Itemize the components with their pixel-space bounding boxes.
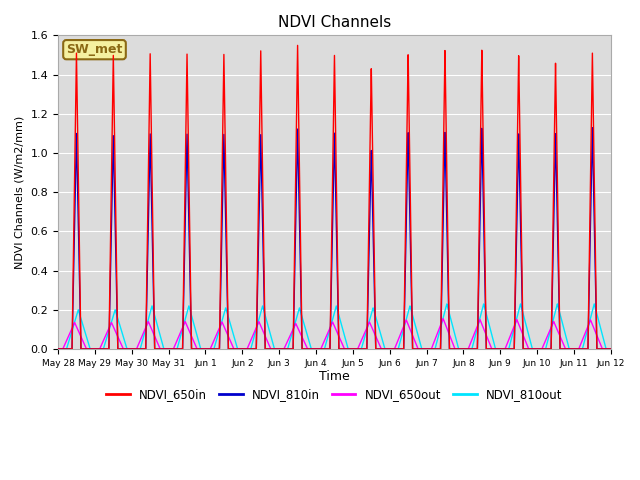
NDVI_810in [589,125,596,131]
NDVI_810in [490,346,497,352]
NDVI_810out [261,312,269,317]
NDVI_810out [590,301,598,307]
Title: NDVI Channels: NDVI Channels [278,15,391,30]
NDVI_650in [490,346,497,352]
NDVI_650out [166,346,174,352]
NDVI_650out [411,338,419,344]
NDVI_650in [54,346,62,352]
Line: NDVI_810out: NDVI_810out [58,304,611,349]
NDVI_810out [411,320,419,326]
NDVI_810out [605,346,612,352]
Y-axis label: NDVI Channels (W/m2/mm): NDVI Channels (W/m2/mm) [15,116,25,269]
NDVI_650in [172,346,180,352]
NDVI_650out [490,346,497,352]
NDVI_650out [54,346,62,352]
Text: SW_met: SW_met [67,43,123,56]
NDVI_810in [261,336,269,342]
NDVI_650out [172,339,180,345]
NDVI_810out [490,337,497,343]
NDVI_650in [166,346,174,352]
NDVI_810in [54,346,62,352]
NDVI_810in [605,346,612,352]
X-axis label: Time: Time [319,371,350,384]
NDVI_650out [261,333,269,338]
NDVI_810in [411,346,419,352]
Legend: NDVI_650in, NDVI_810in, NDVI_650out, NDVI_810out: NDVI_650in, NDVI_810in, NDVI_650out, NDV… [101,384,568,406]
Line: NDVI_650out: NDVI_650out [58,319,611,349]
NDVI_810in [172,346,180,352]
NDVI_650in [605,346,612,352]
Line: NDVI_810in: NDVI_810in [58,128,611,349]
NDVI_810in [607,346,614,352]
NDVI_810out [172,346,180,352]
NDVI_650in [411,346,419,352]
NDVI_810out [166,346,174,352]
NDVI_650in [607,346,614,352]
NDVI_810in [166,346,174,352]
NDVI_650in [294,43,301,48]
NDVI_650out [439,316,447,322]
NDVI_810out [607,346,614,352]
Line: NDVI_650in: NDVI_650in [58,46,611,349]
NDVI_650out [605,346,612,352]
NDVI_810out [54,346,62,352]
NDVI_650in [261,333,269,339]
NDVI_650out [607,346,614,352]
